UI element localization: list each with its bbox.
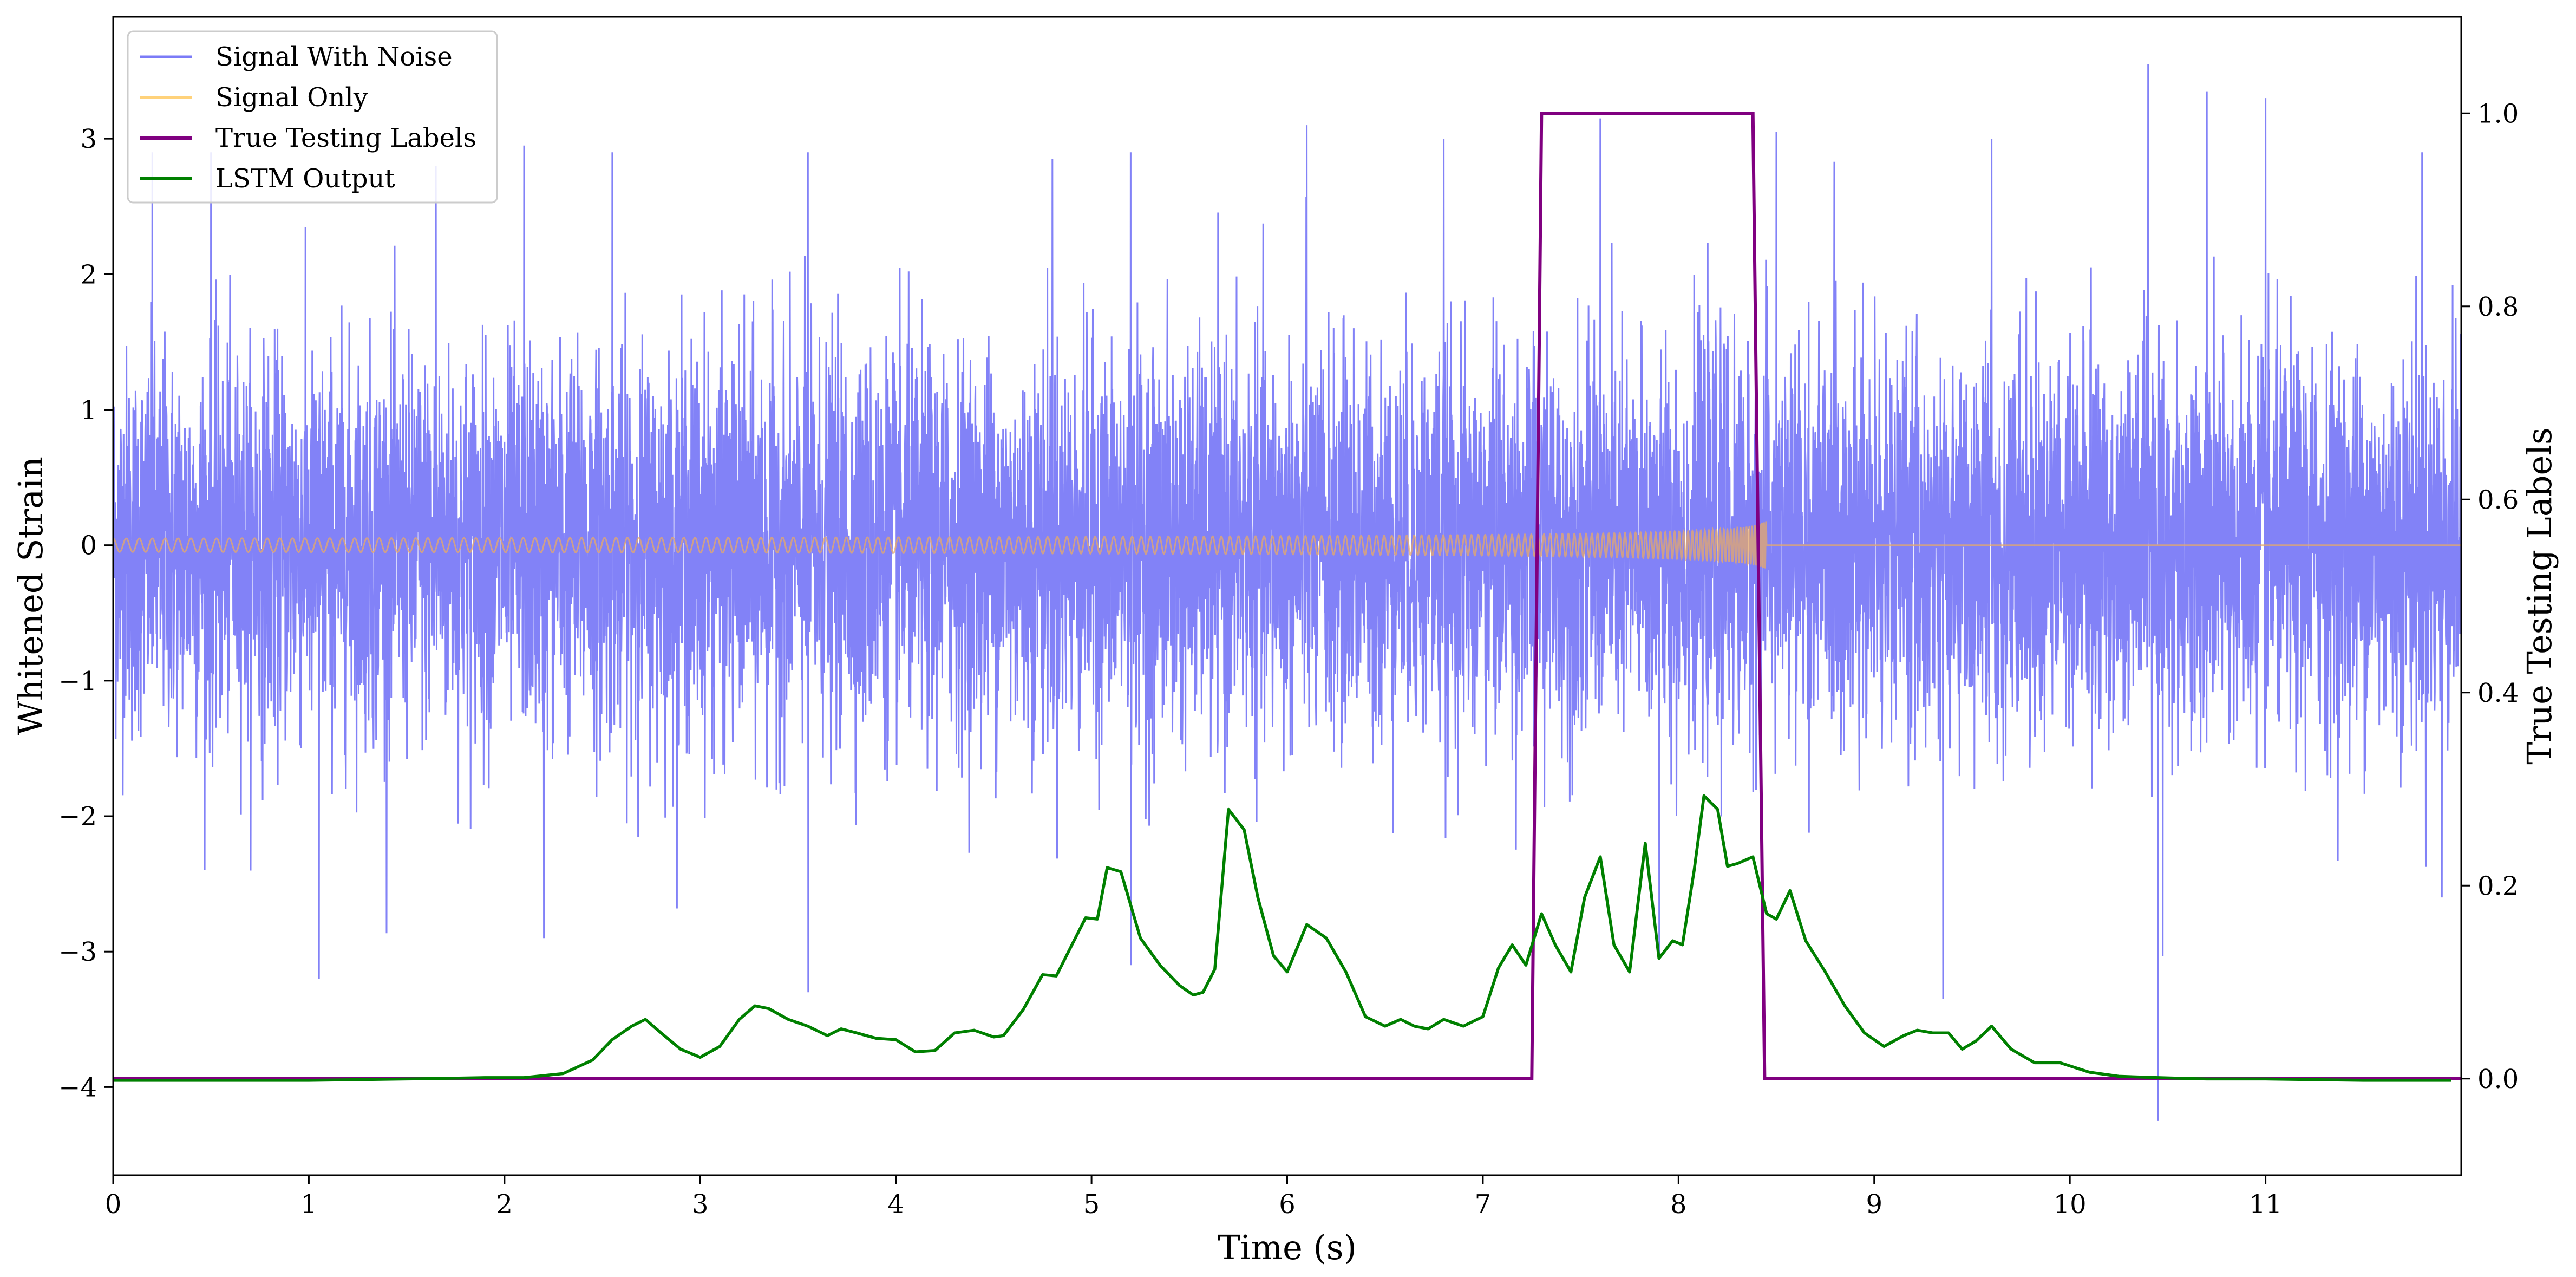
x-tick-label: 3 (692, 1189, 709, 1220)
x-tick-label: 5 (1083, 1189, 1100, 1220)
y-tick-label: 0 (80, 531, 97, 561)
y2-tick-label: 0.2 (2477, 871, 2519, 901)
series-signal-with-noise-line (113, 64, 2461, 1121)
legend-label: LSTM Output (215, 164, 395, 194)
series-lstm-output-line (113, 794, 2451, 1082)
y-tick-label: 1 (80, 395, 97, 426)
x-axis: 0 1 2 3 4 5 6 7 8 9 10 11 (105, 1175, 2282, 1220)
x-tick-label: 10 (2054, 1189, 2087, 1220)
x-tick-label: 2 (496, 1189, 513, 1220)
series-signal-only-line (113, 521, 2461, 569)
legend-label: Signal With Noise (215, 42, 453, 72)
y-tick-label: −4 (58, 1072, 97, 1103)
x-tick-label: 6 (1279, 1189, 1296, 1220)
legend-box (127, 30, 498, 204)
y-tick-label: −2 (58, 802, 97, 832)
y-tick-label: 2 (80, 259, 97, 290)
x-tick-label: 11 (2249, 1189, 2282, 1220)
y-axis-right: 0.0 0.2 0.4 0.6 0.8 1.0 (2461, 99, 2519, 1094)
legend-label: Signal Only (215, 82, 368, 113)
y2-tick-label: 0.8 (2477, 292, 2519, 322)
x-tick-label: 1 (300, 1189, 317, 1220)
legend: Signal With Noise Signal Only True Testing… (127, 30, 498, 204)
x-tick-label: 9 (1866, 1189, 1882, 1220)
y2-tick-label: 0.0 (2477, 1064, 2519, 1094)
x-axis-label: Time (s) (1218, 1228, 1357, 1267)
y2-tick-label: 0.6 (2477, 485, 2519, 515)
plot-layer (113, 64, 2461, 1121)
legend-label: True Testing Labels (215, 123, 476, 153)
x-tick-label: 4 (887, 1189, 904, 1220)
y-tick-label: −1 (58, 666, 97, 696)
y2-tick-label: 1.0 (2477, 99, 2519, 129)
series-true-testing-labels-line (113, 112, 2461, 1080)
x-tick-label: 8 (1670, 1189, 1687, 1220)
x-tick-label: 7 (1475, 1189, 1492, 1220)
x-tick-label: 0 (105, 1189, 122, 1220)
y-axis-left: −4 −3 −2 −1 0 1 2 3 (58, 124, 113, 1103)
y-tick-label: 3 (80, 124, 97, 154)
y-axis-label-right: True Testing Labels (2520, 427, 2559, 765)
y-axis-label-left: Whitened Strain (11, 457, 50, 735)
y-tick-label: −3 (58, 937, 97, 967)
y2-tick-label: 0.4 (2477, 678, 2519, 708)
